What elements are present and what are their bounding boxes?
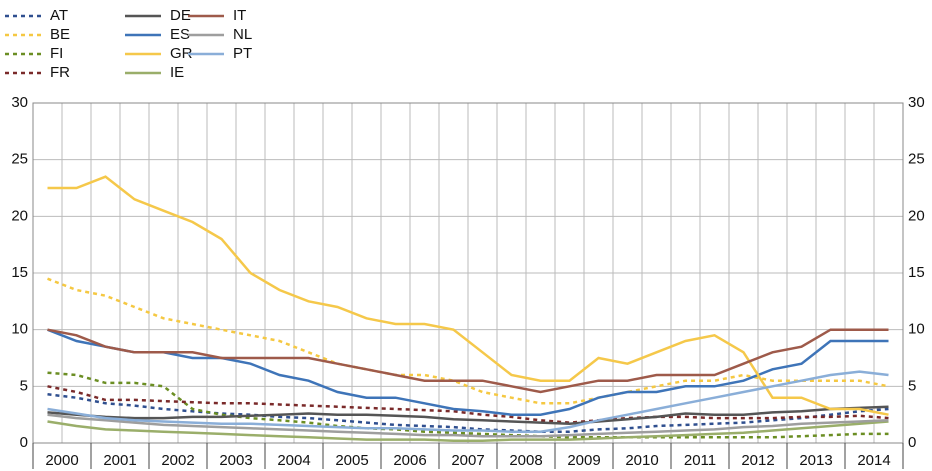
y2-tick-label: 30 xyxy=(908,94,925,111)
y2-tick-label: 5 xyxy=(908,377,916,394)
x-tick-label: 2013 xyxy=(799,452,832,469)
x-tick-label: 2011 xyxy=(684,452,716,469)
x-tick-label: 2001 xyxy=(103,452,136,469)
series-line xyxy=(47,328,889,394)
y-tick-label: 15 xyxy=(11,264,28,281)
y2-tick-label: 0 xyxy=(908,434,916,451)
y-tick-label: 30 xyxy=(11,94,28,111)
x-tick-label: 2014 xyxy=(857,452,890,469)
legend-label: FR xyxy=(50,64,70,81)
series-line xyxy=(47,175,889,416)
y-tick-label: 10 xyxy=(11,321,28,338)
legend-label: GR xyxy=(170,45,193,62)
legend-label: NL xyxy=(233,26,252,43)
series-line xyxy=(47,328,889,416)
series-line xyxy=(47,420,889,442)
legend-label: ES xyxy=(170,26,190,43)
y2-tick-label: 20 xyxy=(908,207,925,224)
y-tick-label: 20 xyxy=(11,207,28,224)
x-tick-label: 2009 xyxy=(567,452,600,469)
x-tick-label: 2005 xyxy=(335,452,368,469)
y-tick-label: 5 xyxy=(20,377,28,394)
legend-label: IT xyxy=(233,7,246,24)
y2-tick-label: 15 xyxy=(908,264,925,281)
legend-label: DE xyxy=(170,7,191,24)
y-tick-label: 25 xyxy=(11,151,28,168)
legend-label: AT xyxy=(50,7,68,24)
y-tick-label: 0 xyxy=(20,434,28,451)
legend-label: IE xyxy=(170,64,184,81)
series-line xyxy=(47,413,889,438)
x-tick-label: 2000 xyxy=(45,452,78,469)
x-tick-label: 2002 xyxy=(161,452,194,469)
series-line xyxy=(47,370,889,433)
series-line xyxy=(47,405,889,425)
legend-label: FI xyxy=(50,45,63,62)
x-tick-label: 2012 xyxy=(741,452,774,469)
legend-label: BE xyxy=(50,26,70,43)
y2-tick-label: 25 xyxy=(908,151,925,168)
x-tick-label: 2004 xyxy=(277,452,310,469)
plot-frame xyxy=(32,102,904,444)
x-tick-label: 2008 xyxy=(509,452,542,469)
series-line xyxy=(47,277,889,405)
y2-tick-label: 10 xyxy=(908,321,925,338)
x-tick-label: 2006 xyxy=(393,452,426,469)
x-tick-label: 2003 xyxy=(219,452,252,469)
legend-label: PT xyxy=(233,45,252,62)
x-tick-label: 2010 xyxy=(625,452,658,469)
x-tick-label: 2007 xyxy=(451,452,484,469)
